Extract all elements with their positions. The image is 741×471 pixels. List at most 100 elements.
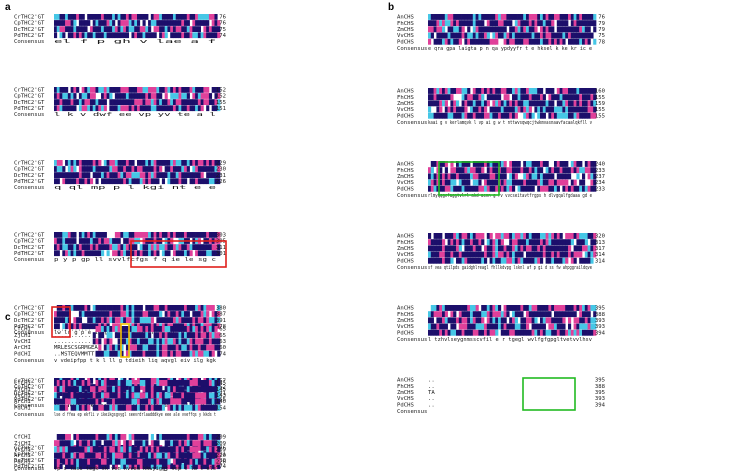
residue-cell (87, 32, 91, 39)
residue-cell (181, 350, 185, 357)
residue-cell (542, 173, 546, 180)
residue-cell (59, 452, 63, 459)
residue-cell (200, 250, 204, 257)
residue-cell (87, 178, 91, 185)
residue-cell (587, 161, 591, 167)
residue-cell (95, 172, 99, 178)
residue-cell (484, 329, 488, 336)
residue-cell (101, 463, 105, 470)
residue-cell (137, 440, 141, 447)
sequence-position: 313 (595, 240, 605, 246)
residue-cell (514, 323, 518, 330)
residue-cell (120, 105, 124, 112)
residue-cell (148, 332, 152, 339)
residue-cell (453, 305, 457, 311)
residue-cell (593, 317, 597, 324)
residue-cell (161, 20, 166, 26)
residue-cell (117, 458, 121, 465)
residue-cell (106, 160, 110, 166)
residue-cell (430, 112, 434, 119)
residue-cell (506, 94, 510, 101)
residue-cell (78, 232, 83, 238)
residue-cell (197, 380, 201, 386)
residue-cell (150, 172, 154, 178)
residue-cell (534, 88, 538, 94)
residue-cell (81, 434, 85, 440)
residue-cell (444, 311, 448, 318)
residue-cell (450, 257, 454, 264)
residue-cell (214, 14, 218, 20)
residue-cell (184, 338, 188, 345)
residue-cell (531, 179, 535, 186)
residue-cell (208, 398, 213, 405)
residue-cell (84, 178, 88, 185)
residue-cell (153, 332, 157, 339)
residue-cell (587, 317, 591, 324)
residue-cell (582, 94, 586, 101)
residue-cell (512, 26, 516, 33)
residue-cell (540, 239, 544, 246)
sequence-position: 140 (216, 399, 226, 405)
residue-cell (526, 161, 530, 167)
sequence-position: 471 (216, 391, 226, 397)
residue-cell (175, 317, 179, 323)
residue-cell (447, 305, 451, 311)
sequence-position: 240 (595, 162, 605, 168)
residue-cell (520, 106, 524, 113)
residue-cell (92, 26, 96, 32)
residue-cell (467, 185, 471, 192)
residue-cell (84, 244, 88, 250)
residue-cell (70, 446, 74, 453)
residue-cell (200, 463, 204, 470)
residue-cell (447, 245, 451, 252)
residue-cell (433, 185, 437, 192)
residue-cell (523, 106, 527, 113)
residue-cell (428, 257, 432, 264)
residue-cell (76, 160, 80, 166)
residue-cell (203, 326, 207, 332)
residue-cell (137, 463, 141, 470)
residue-cell (528, 14, 532, 20)
residue-cell (156, 338, 160, 345)
residue-cell (428, 38, 432, 45)
sequence-name: AnCHS (397, 89, 414, 95)
residue-cell (114, 14, 118, 20)
residue-cell (217, 344, 221, 351)
residue-cell (131, 172, 135, 178)
residue-cell (89, 99, 94, 105)
residue-cell (161, 434, 166, 440)
residue-cell (475, 38, 479, 45)
residue-cell (472, 14, 476, 20)
residue-cell (568, 185, 572, 192)
residue-cell (170, 87, 174, 93)
residue-cell (192, 99, 196, 105)
residue-cell (470, 112, 474, 119)
residue-cell (62, 99, 66, 105)
sequence-position: 395 (595, 378, 605, 384)
residue-cell (120, 326, 124, 332)
residue-cell (509, 38, 513, 45)
residue-cell (484, 161, 488, 167)
residue-cell (56, 404, 60, 411)
residue-cell (125, 311, 130, 317)
residue-cell (428, 26, 432, 33)
residue-cell (89, 26, 94, 32)
residue-cell (131, 250, 135, 257)
sequence-residues: ........... (54, 327, 91, 333)
residue-cell (453, 88, 457, 94)
residue-cell (472, 88, 476, 94)
residue-cell (565, 167, 569, 174)
residue-cell (470, 167, 474, 174)
residue-cell (98, 404, 102, 411)
residue-cell (92, 392, 96, 399)
residue-cell (76, 323, 80, 330)
residue-cell (142, 463, 146, 470)
residue-cell (573, 179, 577, 186)
residue-cell (208, 160, 213, 166)
residue-cell (117, 434, 121, 440)
residue-cell (164, 32, 168, 39)
residue-cell (540, 112, 544, 119)
residue-cell (531, 233, 535, 239)
residue-cell (467, 161, 471, 167)
residue-cell (203, 317, 207, 323)
